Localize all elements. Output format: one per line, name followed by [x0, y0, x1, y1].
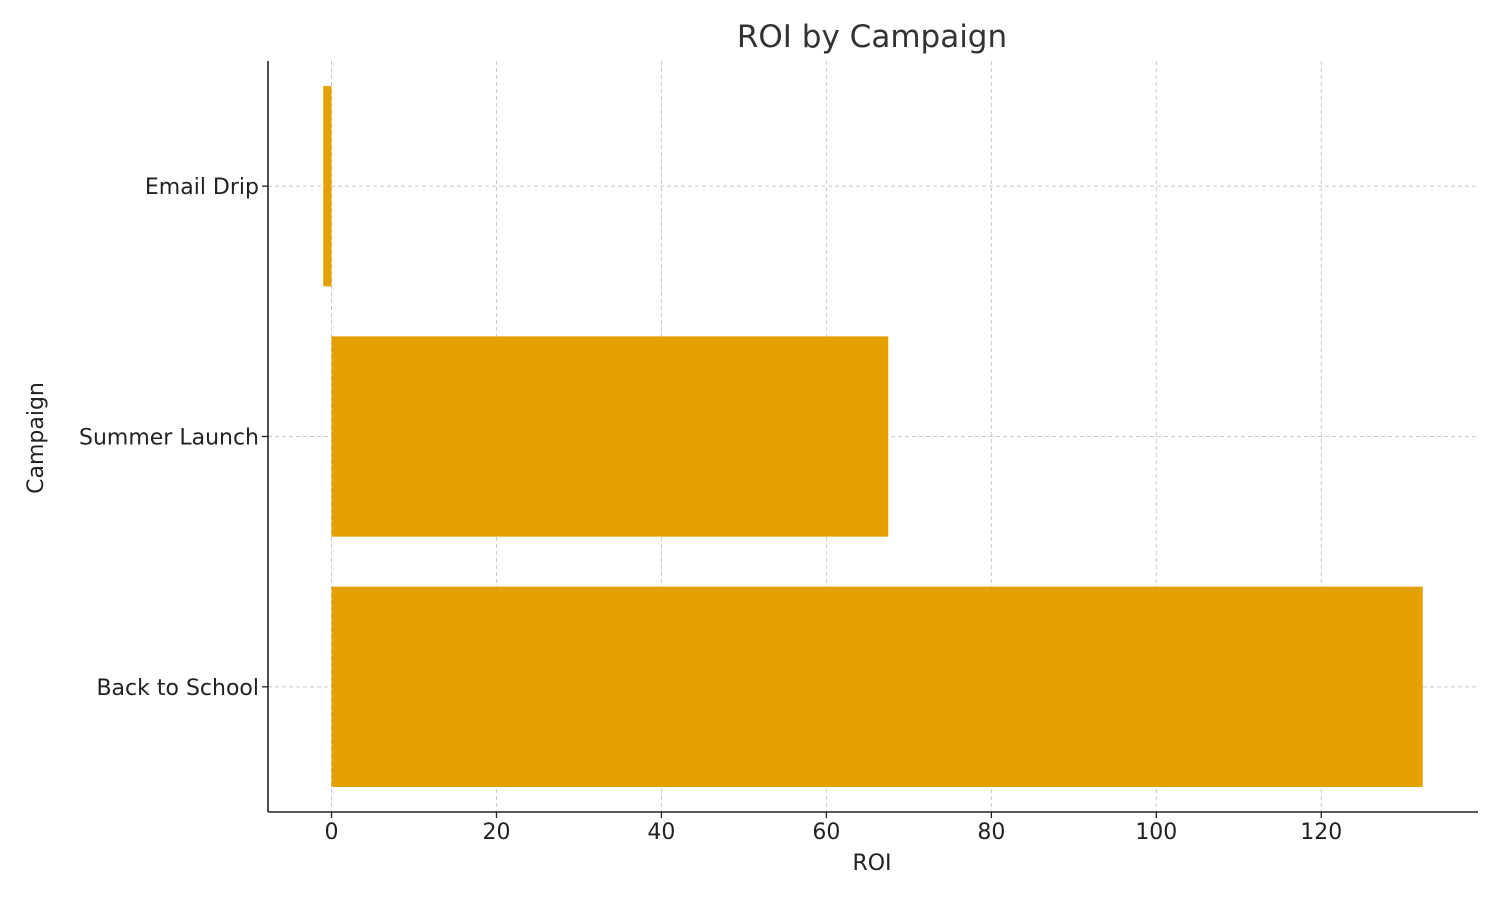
chart-title: ROI by Campaign [737, 19, 1007, 55]
x-tick-label: 120 [1300, 820, 1342, 845]
y-tick-label: Summer Launch [79, 426, 259, 451]
y-tick-label: Email Drip [145, 175, 259, 200]
y-tick-label: Back to School [96, 676, 259, 701]
x-tick-label: 40 [647, 820, 675, 845]
bar [331, 586, 1423, 787]
x-tick-label: 0 [325, 820, 339, 845]
x-tick-label: 20 [482, 820, 510, 845]
x-tick-label: 80 [977, 820, 1005, 845]
x-tick-label: 60 [812, 820, 840, 845]
bar [323, 86, 332, 287]
axis-layer: 0 20 40 60 80 100 120 Back to School Summer Laun… [79, 61, 1478, 845]
bar-layer [323, 86, 1423, 787]
y-axis-label: Campaign [24, 382, 49, 494]
x-axis-label: ROI [852, 851, 891, 876]
bar [331, 336, 889, 537]
x-tick-label: 100 [1135, 820, 1177, 845]
